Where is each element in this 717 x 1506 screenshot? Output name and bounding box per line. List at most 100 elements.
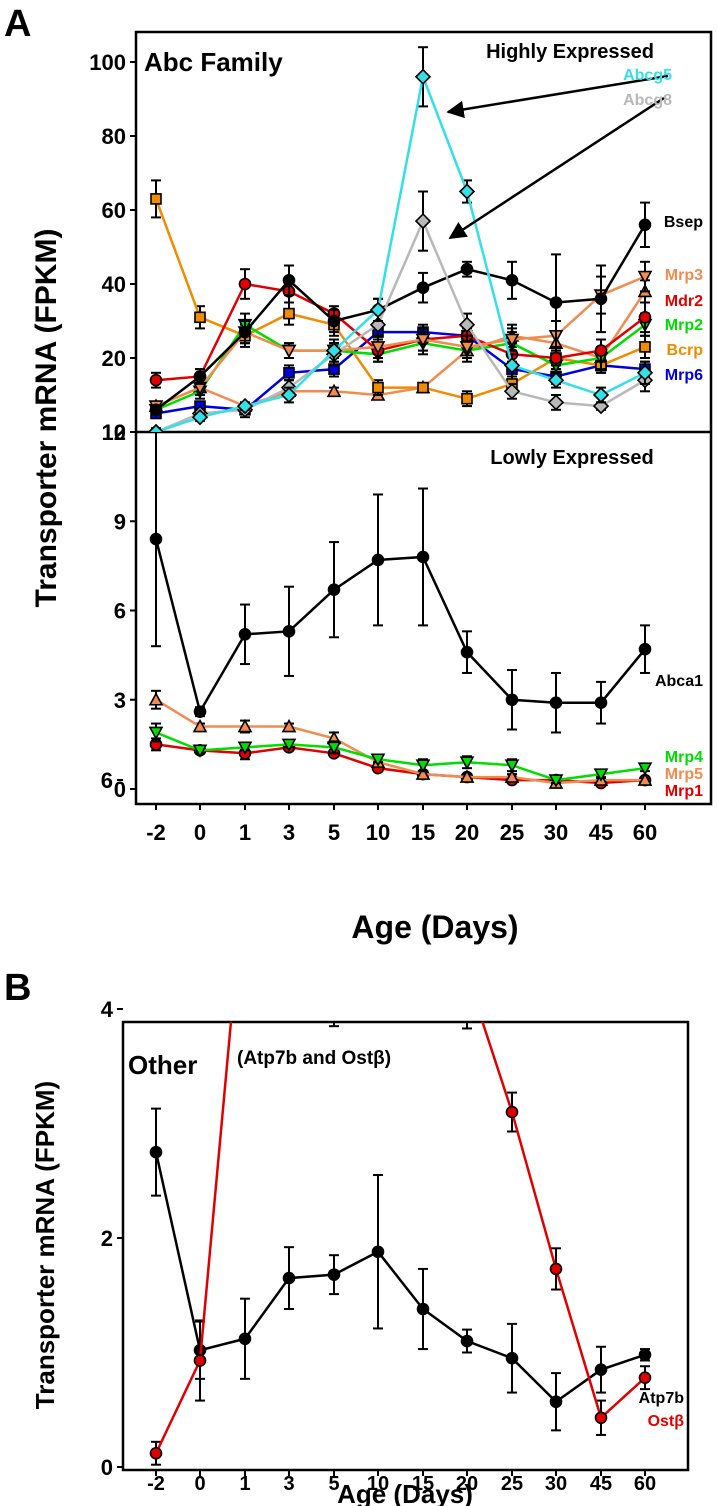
data-point — [191, 409, 209, 426]
data-point — [282, 1271, 296, 1285]
x-tick-label: 3 — [283, 1473, 294, 1495]
series-line-bsep — [155, 224, 647, 411]
data-point — [638, 642, 652, 656]
data-point — [461, 392, 473, 405]
x-tick-label: 20 — [456, 1473, 478, 1495]
data-point — [414, 68, 432, 85]
data-point — [236, 397, 254, 415]
data-point — [327, 1268, 341, 1281]
data-point — [149, 403, 163, 417]
data-point — [148, 726, 164, 741]
data-point — [594, 1411, 608, 1425]
data-point — [416, 281, 430, 295]
data-point — [458, 183, 476, 200]
x-tick-label: -2 — [146, 820, 166, 845]
x-tick-label: 3 — [283, 820, 295, 845]
series-mrp5 — [148, 689, 653, 789]
y-tick-label: 0 — [114, 777, 126, 802]
data-point — [549, 1262, 563, 1276]
data-point — [281, 738, 297, 753]
panel-a-label: A — [4, 3, 31, 45]
series-label-mrp2: Mrp2 — [665, 317, 703, 334]
y-tick-label: 12 — [102, 420, 126, 445]
data-point — [240, 863, 251, 874]
data-point — [280, 386, 298, 404]
series-ost — [149, 863, 652, 1466]
y-tick-label: 100 — [89, 50, 126, 75]
x-tick-label: 0 — [194, 820, 206, 845]
data-point — [237, 741, 253, 756]
y-tick-label: 0 — [101, 1455, 113, 1480]
y-tick-label: 3 — [114, 688, 126, 713]
series-line-mrp4 — [155, 731, 646, 782]
data-point — [505, 1105, 519, 1119]
data-point — [503, 357, 521, 374]
data-point — [459, 769, 475, 783]
data-point — [238, 627, 252, 641]
data-point — [458, 316, 476, 333]
data-point — [637, 270, 653, 285]
data-point — [416, 550, 430, 564]
data-point — [326, 741, 342, 756]
data-point — [460, 262, 474, 276]
data-point — [503, 383, 521, 400]
panel-b-frame — [121, 1020, 690, 1472]
series-line-bcrp — [154, 198, 646, 401]
data-point — [150, 193, 162, 205]
x-tick-label: 25 — [500, 820, 524, 845]
data-point — [238, 325, 252, 339]
series-label-ostb: Ostβ — [648, 1413, 685, 1430]
data-point — [505, 1351, 519, 1365]
series-line-mrp5 — [155, 698, 645, 785]
series-line-atp7b — [154, 1151, 646, 1404]
error-bar — [462, 1022, 472, 1030]
error-bar — [329, 1022, 339, 1028]
data-point — [283, 307, 295, 320]
data-point — [237, 718, 253, 733]
x-axis-label: Age (Days) — [337, 1479, 473, 1506]
data-point — [504, 759, 520, 773]
chart-subtitle: (Atp7b and Ostβ) — [237, 1048, 391, 1069]
data-point — [592, 386, 610, 404]
y-tick-label: 20 — [102, 346, 126, 371]
series-abcg5 — [147, 46, 654, 432]
x-tick-label: -2 — [147, 1473, 165, 1495]
data-point — [415, 333, 431, 348]
lower-plot-area — [148, 432, 653, 790]
series-line-mrp2 — [155, 323, 646, 411]
data-point — [149, 1446, 163, 1460]
data-point — [326, 383, 342, 398]
data-point — [637, 762, 653, 776]
data-point — [371, 553, 385, 567]
data-point — [193, 1354, 207, 1367]
series-label-atp7b: Atp7b — [639, 1390, 685, 1407]
data-point — [283, 366, 295, 379]
x-tick-label: 10 — [367, 1473, 389, 1495]
x-tick-label: 1 — [239, 1473, 250, 1495]
data-point — [549, 351, 563, 365]
series-label-abcg8: Abcg8 — [623, 92, 672, 109]
chart-subtitle: Lowly Expressed — [490, 447, 653, 469]
data-point — [415, 766, 431, 780]
series-label-abca1: Abca1 — [655, 673, 703, 690]
data-point — [547, 394, 565, 411]
series-line-mrp1 — [155, 743, 646, 785]
series-abca1 — [149, 432, 652, 734]
x-tick-label: 15 — [411, 820, 435, 845]
data-point — [238, 277, 252, 291]
y-tick-label: 0 — [114, 420, 126, 445]
data-point — [549, 1395, 563, 1409]
x-tick-label: 25 — [501, 1473, 523, 1495]
plot-area — [149, 863, 652, 1466]
data-point — [460, 1334, 474, 1348]
data-point — [549, 296, 563, 309]
data-point — [284, 950, 295, 961]
chart-title: Abc Family — [144, 47, 283, 77]
abcg5-arrow — [446, 74, 669, 119]
chart-subtitle: Highly Expressed — [486, 41, 654, 63]
series-label-mrp3: Mrp3 — [665, 267, 703, 284]
series-label-mrp5: Mrp5 — [665, 766, 703, 783]
data-point — [282, 273, 296, 287]
data-point — [637, 772, 653, 786]
